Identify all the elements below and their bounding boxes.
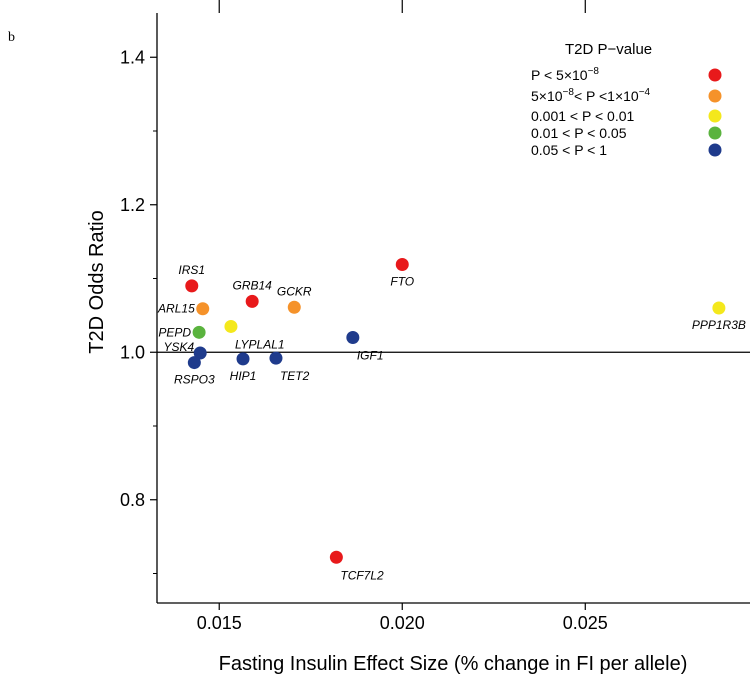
gene-label-igf1: IGF1	[357, 349, 384, 363]
gene-label-rspo3: RSPO3	[174, 373, 215, 387]
point-hip1	[236, 352, 250, 366]
point-pepd	[192, 325, 206, 339]
y-tick-label: 1.2	[120, 195, 145, 215]
ticks: 0.8 1.0 1.2 1.4 0.015 0.020 0.025	[120, 0, 608, 633]
point-ysk4	[193, 346, 207, 360]
point-tcf7l2	[329, 550, 343, 564]
x-tick-label: 0.020	[380, 613, 425, 633]
y-tick-label: 1.4	[120, 47, 145, 67]
legend-title: T2D P−value	[565, 41, 652, 58]
gene-label-fto: FTO	[390, 274, 414, 288]
legend-label-p4: 0.01 < P < 0.05	[531, 125, 627, 141]
x-tick-label: 0.015	[197, 613, 242, 633]
gene-label-hip1: HIP1	[230, 369, 257, 383]
gene-label-tet2: TET2	[280, 369, 310, 383]
axes	[156, 13, 750, 604]
data-points	[185, 257, 726, 564]
point-igf1	[346, 331, 360, 344]
legend: T2D P−value P < 5×10−8 5×10−8< P <1×10−4 0.…	[531, 41, 722, 158]
legend-marker-p5	[708, 143, 722, 157]
legend-label-p3: 0.001 < P < 0.01	[531, 108, 634, 124]
point-grb14	[245, 294, 259, 308]
y-tick-label: 0.8	[120, 490, 145, 510]
point-irs1	[185, 279, 199, 293]
panel-letter: b	[8, 30, 15, 45]
point-gckr	[287, 300, 301, 314]
point-fto	[395, 257, 409, 271]
legend-label-p1: P < 5×10−8	[531, 66, 599, 83]
point-tet2	[269, 351, 283, 365]
gene-label-grb14: GRB14	[232, 278, 272, 292]
legend-label-p2: 5×10−8< P <1×10−4	[531, 87, 651, 104]
x-axis-title: Fasting Insulin Effect Size (% change in…	[219, 653, 688, 675]
y-tick-label: 1.0	[120, 342, 145, 362]
x-tick-label: 0.025	[563, 613, 608, 633]
gene-label-ppp1r3b: PPP1R3B	[692, 318, 746, 332]
y-axis-title: T2D Odds Ratio	[86, 210, 108, 353]
point-arl15	[196, 302, 210, 316]
gene-label-ysk4: YSK4	[164, 340, 195, 354]
gene-label-tcf7l2: TCF7L2	[340, 568, 384, 582]
gene-label-irs1: IRS1	[178, 263, 205, 277]
point-lyplal1	[224, 319, 238, 333]
gene-label-gckr: GCKR	[277, 284, 312, 298]
legend-marker-p3	[708, 109, 722, 123]
point-ppp1r3b	[712, 301, 726, 315]
legend-marker-p1	[708, 68, 722, 82]
point-rspo3	[187, 356, 201, 370]
legend-marker-p4	[708, 126, 722, 140]
legend-marker-p2	[708, 89, 722, 103]
gene-label-lyplal1: LYPLAL1	[235, 337, 285, 351]
gene-label-pepd: PEPD	[158, 325, 191, 339]
gene-label-arl15: ARL15	[157, 302, 195, 316]
legend-label-p5: 0.05 < P < 1	[531, 142, 607, 158]
